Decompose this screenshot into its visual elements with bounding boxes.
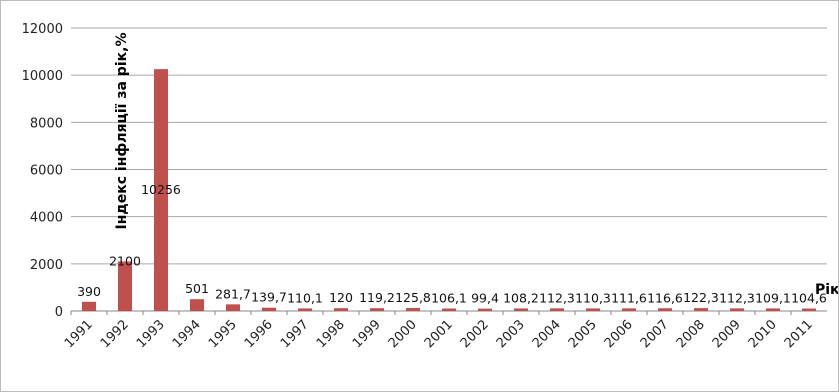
x-tick-label: 1993	[134, 317, 168, 351]
x-tick-label: 1991	[62, 317, 96, 351]
x-tick-label: 2011	[782, 317, 816, 351]
data-label: 116,6	[647, 290, 683, 305]
data-label: 122,3	[683, 290, 719, 305]
bar-1998	[334, 308, 348, 311]
bar-2008	[694, 308, 708, 311]
data-label: 2100	[109, 253, 141, 268]
data-label: 108,2	[503, 290, 539, 305]
data-label: 111,6	[611, 290, 647, 305]
y-tick-label: 6000	[30, 164, 63, 179]
bar-2009	[730, 308, 744, 311]
data-label: 390	[77, 284, 101, 299]
bar-1993	[154, 69, 168, 311]
x-tick-label: 2010	[746, 317, 780, 351]
y-tick-label: 8000	[30, 116, 63, 131]
data-label: 112,3	[719, 290, 755, 305]
y-axis-title: Індекс інфляції за рік,%	[114, 33, 130, 230]
y-tick-label: 10000	[22, 69, 63, 84]
x-tick-label: 2006	[602, 317, 636, 351]
bar-1995	[226, 304, 240, 311]
data-label: 125,8	[395, 290, 431, 305]
x-tick-label: 1998	[314, 317, 348, 351]
bar-2001	[442, 308, 456, 311]
data-label: 110,3	[575, 290, 611, 305]
x-tick-label: 2000	[386, 317, 420, 351]
y-tick-label: 2000	[30, 258, 63, 273]
data-label: 501	[185, 281, 209, 296]
x-axis-ticks: 1991 1992 1993 1994 1995 1996 1997 1998 1999 2000…	[62, 311, 816, 351]
data-label: 99,4	[471, 291, 499, 306]
x-tick-label: 1996	[242, 317, 276, 351]
data-label: 10256	[141, 182, 181, 197]
x-tick-label: 1995	[206, 317, 240, 351]
bar-2000	[406, 308, 420, 311]
data-label: 120	[329, 290, 353, 305]
x-tick-label: 2007	[638, 317, 672, 351]
bar-1994	[190, 299, 204, 311]
bar-1992	[118, 261, 132, 311]
x-tick-label: 1997	[278, 317, 312, 351]
data-label: 281,7	[215, 286, 251, 301]
x-tick-label: 2008	[674, 317, 708, 351]
y-axis-ticks: 0 2000 4000 6000 8000 10000 12000	[22, 22, 63, 320]
data-label: 104,6	[791, 291, 827, 306]
x-tick-label: 2003	[494, 317, 528, 351]
bar-2003	[514, 308, 528, 311]
data-label: 119,2	[359, 290, 395, 305]
x-tick-label: 1992	[98, 317, 132, 351]
x-tick-label: 2004	[530, 317, 564, 351]
data-label: 109,1	[755, 290, 791, 305]
data-label: 110,1	[287, 290, 323, 305]
data-label: 139,7	[251, 290, 287, 305]
x-tick-label: 1999	[350, 317, 384, 351]
gridlines	[71, 27, 827, 265]
y-tick-label: 4000	[30, 211, 63, 226]
bar-1996	[262, 307, 276, 311]
x-tick-label: 2001	[422, 317, 456, 351]
data-label: 106,1	[431, 290, 467, 305]
x-axis-title: Рік	[815, 282, 838, 298]
bar-2011	[802, 308, 816, 311]
y-tick-label: 12000	[22, 22, 63, 37]
bar-1991	[82, 301, 96, 311]
data-label: 112,3	[539, 290, 575, 305]
bar-2004	[550, 308, 564, 311]
bar-2002	[478, 308, 492, 311]
x-tick-label: 2002	[458, 317, 492, 351]
bar-2006	[622, 308, 636, 311]
x-tick-label: 2009	[710, 317, 744, 351]
x-tick-label: 2005	[566, 317, 600, 351]
bars	[82, 69, 816, 311]
x-tick-label: 1994	[170, 317, 204, 351]
bar-1999	[370, 308, 384, 311]
bar-1997	[298, 308, 312, 311]
bar-2005	[586, 308, 600, 311]
bar-2007	[658, 308, 672, 311]
y-tick-label: 0	[55, 305, 63, 320]
bar-2010	[766, 308, 780, 311]
